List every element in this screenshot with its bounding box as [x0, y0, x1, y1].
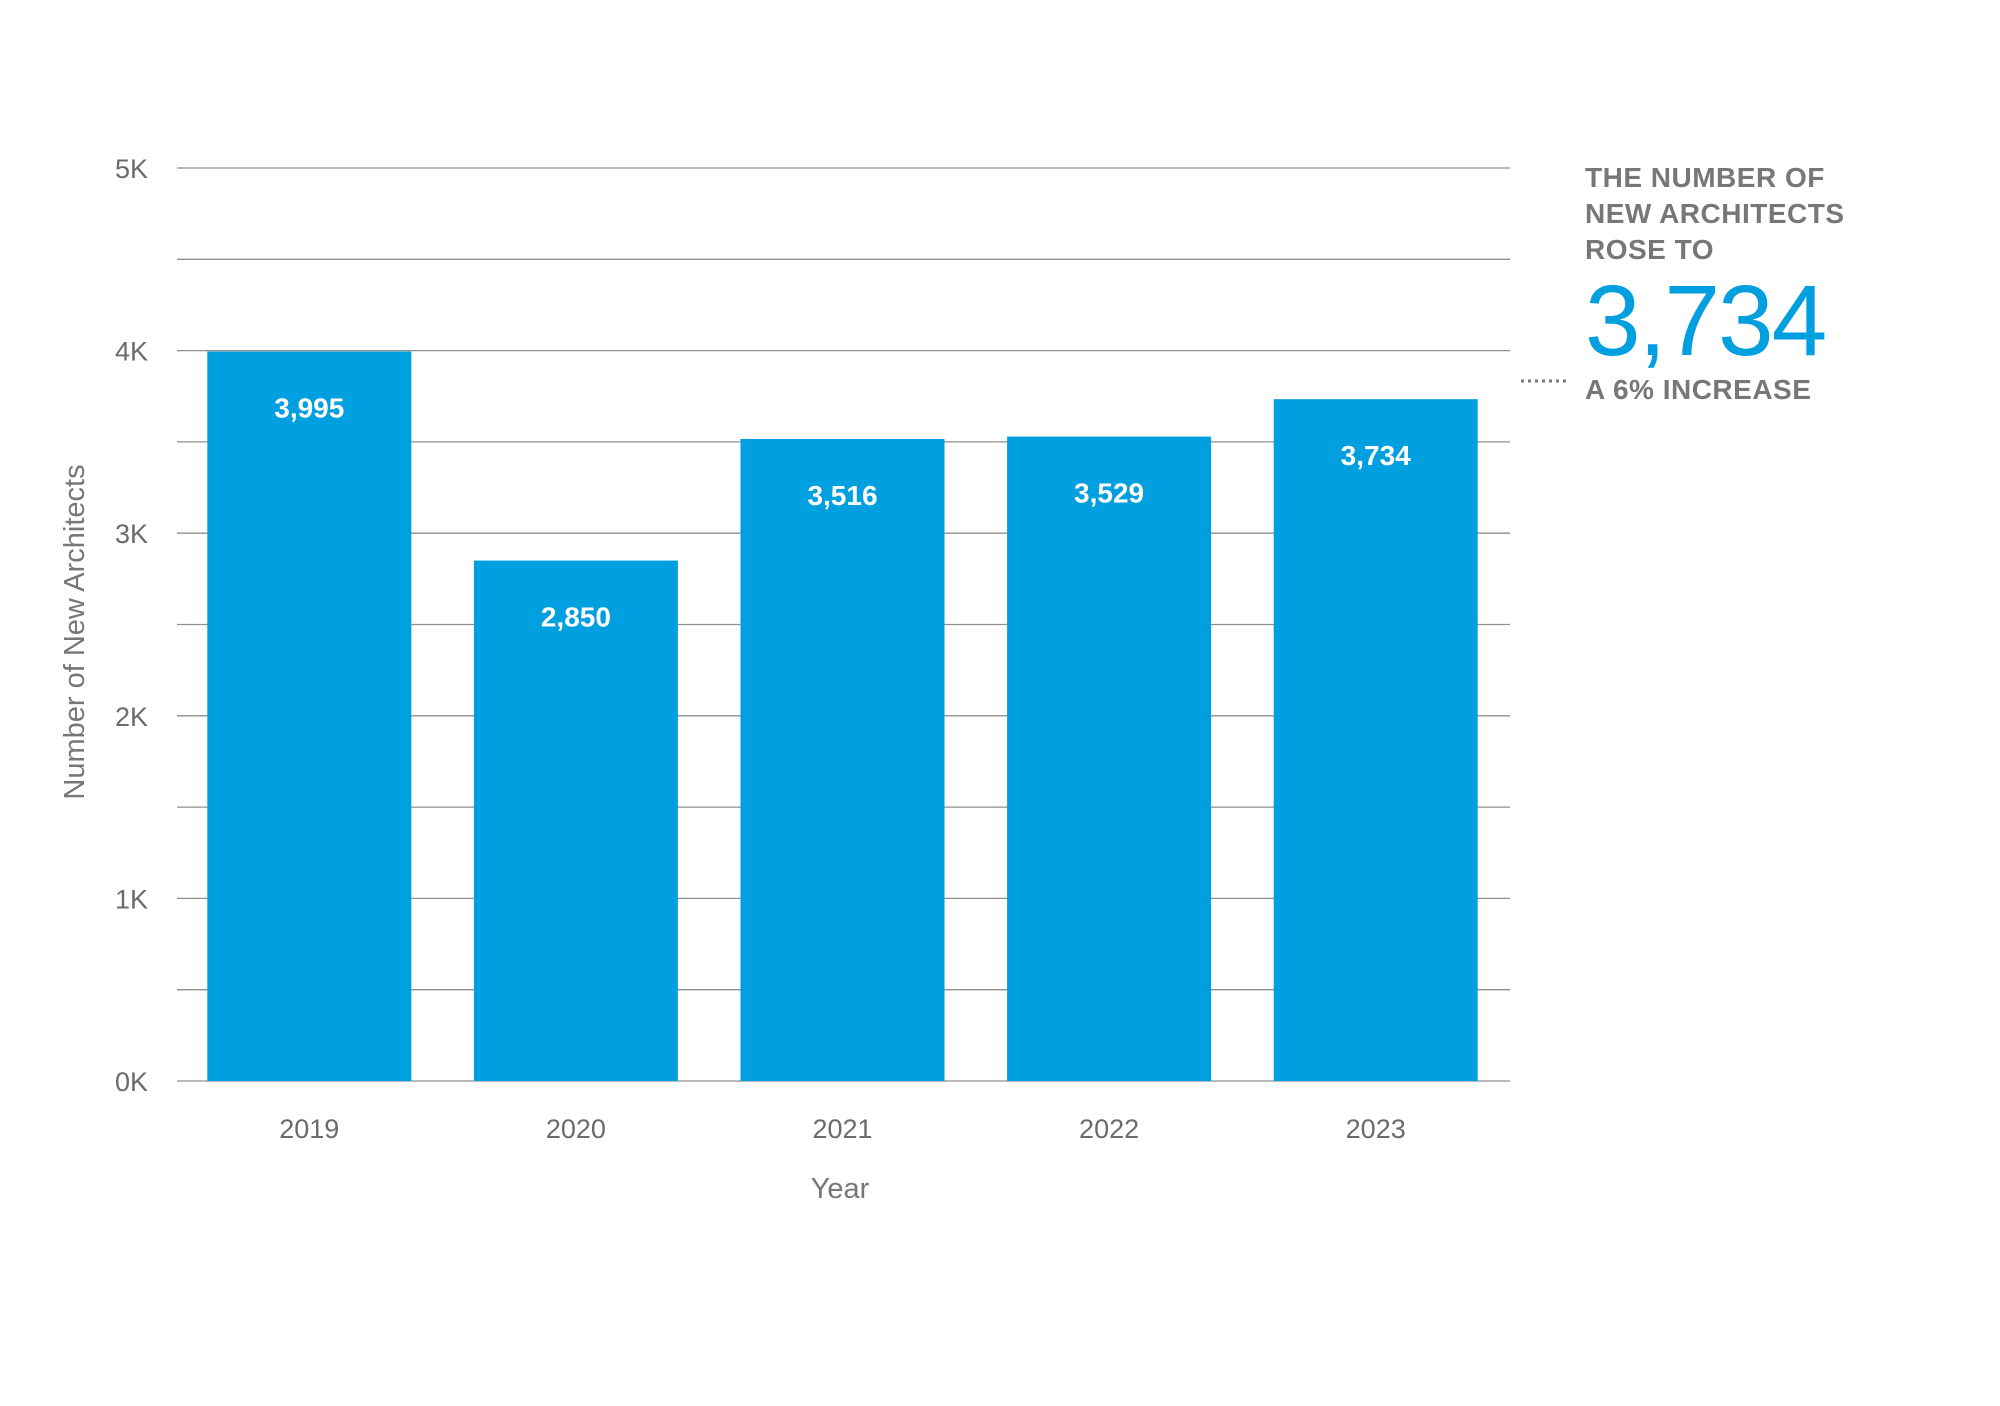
bar-value-label: 3,734 — [1341, 440, 1411, 471]
bar — [473, 560, 678, 1081]
y-axis-title: Number of New Architects — [59, 464, 91, 799]
callout-value: 3,734 — [1585, 265, 1827, 377]
bar-value-label: 3,995 — [274, 393, 344, 424]
callout-heading-line-1: THE NUMBER OF — [1585, 162, 1825, 193]
y-tick-label: 3K — [115, 519, 148, 549]
callout-heading-line-2: NEW ARCHITECTS — [1585, 198, 1845, 229]
callout-subtext: A 6% INCREASE — [1585, 374, 1812, 405]
x-axis-title: Year — [811, 1173, 870, 1205]
bar-value-label: 2,850 — [541, 602, 611, 633]
x-tick-label: 2020 — [546, 1114, 606, 1144]
callout-box: THE NUMBER OF NEW ARCHITECTS ROSE TO 3,7… — [1585, 160, 1985, 406]
bar-value-labels: 3,995 2,850 3,516 3,529 3,734 — [274, 393, 1411, 633]
x-axis-ticks: 2019 2020 2021 2022 2023 — [279, 1114, 1405, 1144]
bar — [1007, 436, 1212, 1081]
bar-value-label: 3,516 — [807, 480, 877, 511]
callout-heading-line-3: ROSE TO — [1585, 234, 1715, 265]
y-tick-label: 1K — [115, 884, 148, 914]
y-tick-label: 4K — [115, 337, 148, 367]
x-tick-label: 2019 — [279, 1114, 339, 1144]
bar — [1273, 399, 1478, 1081]
bar — [740, 438, 945, 1081]
y-tick-label: 0K — [115, 1067, 148, 1097]
bar — [207, 351, 412, 1081]
bars — [207, 351, 1478, 1081]
y-tick-label: 5K — [115, 154, 148, 184]
callout-heading: THE NUMBER OF NEW ARCHITECTS ROSE TO — [1585, 160, 1985, 268]
x-tick-label: 2021 — [812, 1114, 872, 1144]
bar-value-label: 3,529 — [1074, 478, 1144, 509]
y-tick-label: 2K — [115, 702, 148, 732]
x-tick-label: 2023 — [1346, 1114, 1406, 1144]
y-axis-ticks: 0K 1K 2K 3K 4K 5K — [115, 154, 148, 1097]
x-tick-label: 2022 — [1079, 1114, 1139, 1144]
